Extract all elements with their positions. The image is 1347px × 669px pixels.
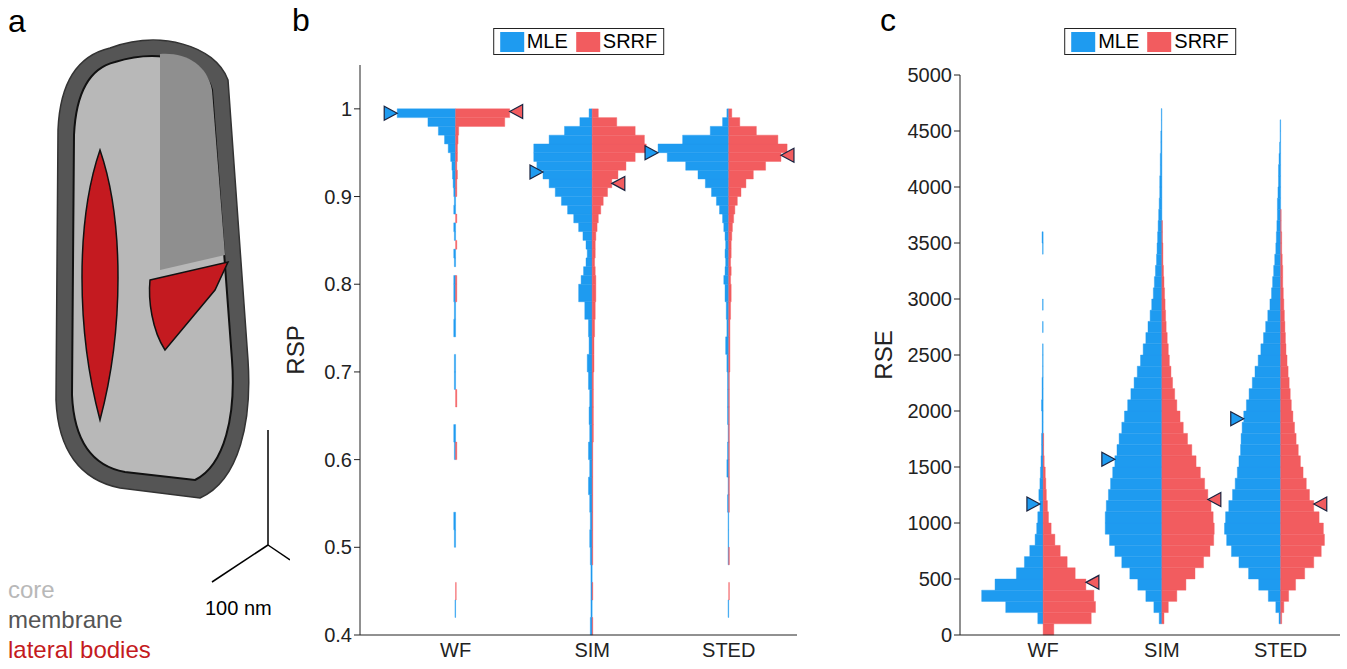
svg-text:0.4: 0.4 xyxy=(324,624,352,646)
svg-text:1000: 1000 xyxy=(908,512,953,534)
svg-text:4000: 4000 xyxy=(908,176,953,198)
html-text:RSP: RSP xyxy=(282,325,309,375)
svg-text:0.5: 0.5 xyxy=(324,536,352,558)
svg-text:0.6: 0.6 xyxy=(324,449,352,471)
html-text:RSE: RSE xyxy=(870,330,897,380)
svg-text:WF: WF xyxy=(1028,639,1059,661)
svg-text:1: 1 xyxy=(341,98,352,120)
svg-text:4500: 4500 xyxy=(908,120,953,142)
html-text:b: b xyxy=(292,2,310,38)
html-text:MLE: MLE xyxy=(526,30,568,52)
svg-text:a: a xyxy=(8,3,26,39)
svg-text:0.8: 0.8 xyxy=(324,273,352,295)
svg-text:0: 0 xyxy=(941,624,952,646)
svg-text:5000: 5000 xyxy=(908,64,953,86)
svg-text:3500: 3500 xyxy=(908,232,953,254)
svg-text:2500: 2500 xyxy=(908,344,953,366)
svg-text:500: 500 xyxy=(919,568,952,590)
svg-text:0.7: 0.7 xyxy=(324,361,352,383)
svg-text:WF: WF xyxy=(440,639,471,661)
svg-text:SIM: SIM xyxy=(574,639,610,661)
svg-text:2000: 2000 xyxy=(908,400,953,422)
html-text:SRRF: SRRF xyxy=(1174,30,1229,52)
svg-text:3000: 3000 xyxy=(908,288,953,310)
svg-text:core: core xyxy=(8,576,55,603)
svg-text:STED: STED xyxy=(702,639,755,661)
html-text:MLE: MLE xyxy=(1098,30,1140,52)
svg-text:1500: 1500 xyxy=(908,456,953,478)
svg-text:100 nm: 100 nm xyxy=(205,597,272,619)
svg-text:lateral bodies: lateral bodies xyxy=(8,636,151,663)
html-text:c: c xyxy=(880,2,896,38)
html-text:SRRF: SRRF xyxy=(602,30,658,52)
svg-text:membrane: membrane xyxy=(8,606,123,633)
svg-text:0.9: 0.9 xyxy=(324,186,352,208)
svg-text:STED: STED xyxy=(1254,639,1307,661)
svg-text:SIM: SIM xyxy=(1144,639,1180,661)
